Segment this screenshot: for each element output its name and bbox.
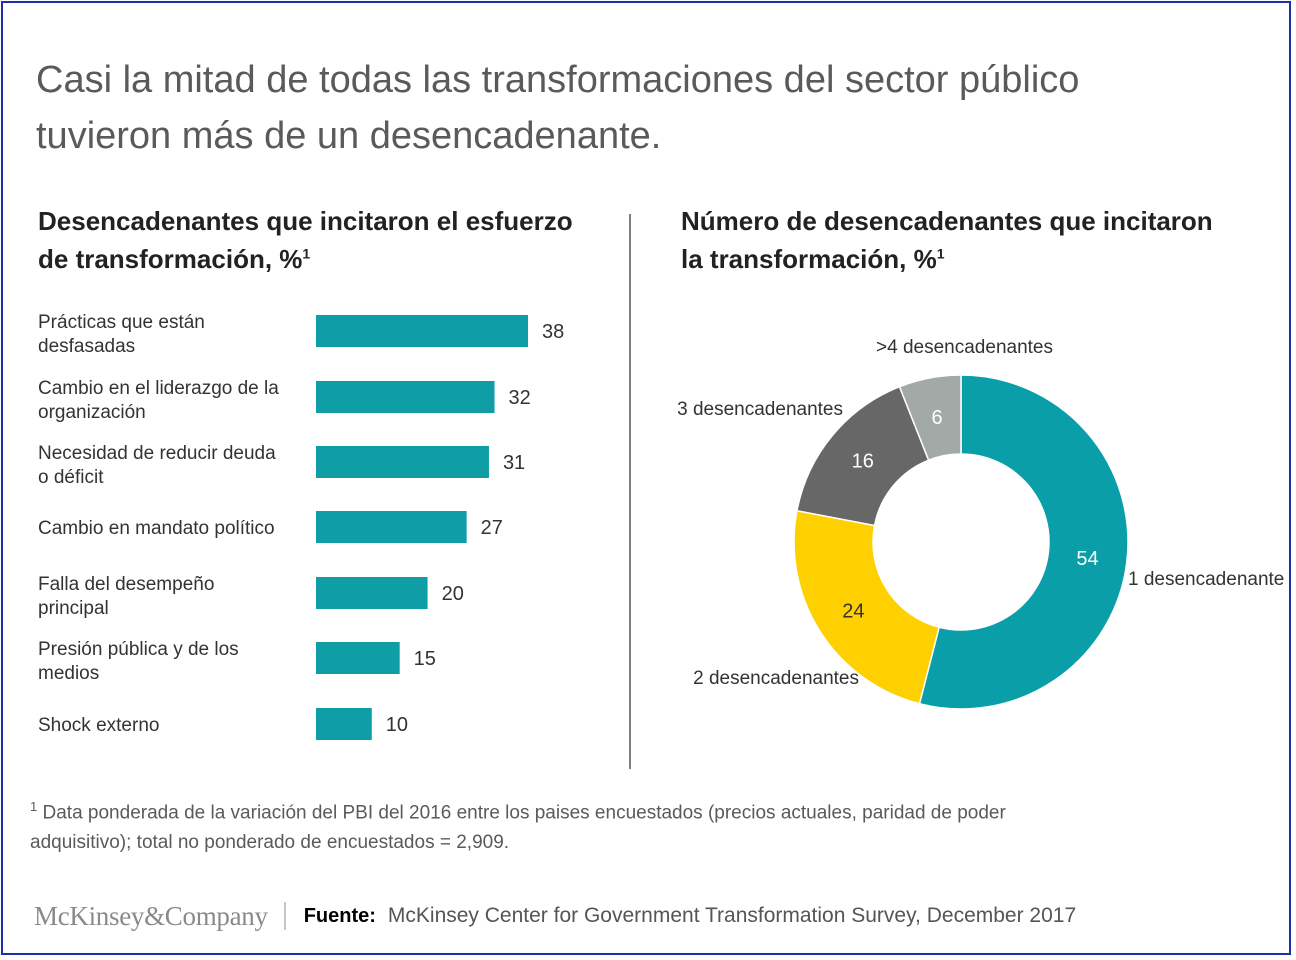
right-panel-title-line-1: Número de desencadenantes que incitaron [681, 206, 1213, 236]
donut-category-label-2: 2 desencadenantes [693, 668, 859, 689]
source-label: Fuente: [303, 904, 376, 927]
slide-title: Casi la mitad de todas las transformacio… [36, 52, 1236, 164]
bar-7 [316, 708, 372, 740]
bar-category-label-3-line-2: o déficit [38, 467, 104, 488]
donut-slice-1 [918, 374, 1129, 710]
footnote-text-line-2: adquisitivo); total no ponderado de encu… [30, 832, 510, 854]
right-panel-title: Número de desencadenantes que incitaron … [681, 202, 1213, 278]
bar-2 [316, 381, 495, 413]
left-panel-title-footnote-marker: 1 [302, 245, 311, 262]
footer-separator [283, 902, 286, 930]
bar-category-label-1-line-1: Prácticas que están [38, 312, 205, 333]
bar-1 [316, 315, 528, 347]
slide-title-line-2: tuvieron más de un desencadenante. [36, 115, 662, 157]
bar-value-label-7: 10 [386, 714, 408, 736]
bar-category-label-2-line-1: Cambio en el liderazgo de la [38, 378, 279, 399]
left-panel-title-line-2: de transformación, % [38, 244, 303, 274]
donut-value-label-3: 16 [852, 451, 874, 473]
bar-category-label-4: Cambio en mandato político [38, 518, 275, 539]
panel-divider [629, 214, 631, 769]
bar-3 [316, 446, 489, 478]
bar-category-label-2-line-2: organización [38, 402, 146, 423]
bar-category-label-3-line-1: Necesidad de reducir deuda [38, 443, 276, 464]
bar-value-label-2: 32 [509, 387, 531, 409]
footnote: 1 Data ponderada de la variación del PBI… [30, 792, 1230, 858]
bar-5 [316, 577, 428, 609]
left-panel-title: Desencadenantes que incitaron el esfuerz… [38, 202, 573, 278]
donut-value-label-4: 6 [932, 407, 943, 429]
bar-chart: 38 Prácticas que están desfasadas 32 Cambio … [38, 312, 564, 740]
footnote-marker: 1 [30, 799, 38, 814]
bar-category-label-6-line-2: medios [38, 663, 99, 684]
source-text: McKinsey Center for Government Transform… [387, 904, 1077, 927]
right-panel-title-footnote-marker: 1 [936, 245, 945, 262]
bar-category-label-5-line-1: Falla del desempeño [38, 574, 214, 595]
footer: McKinsey&Company Fuente: McKinsey Center… [34, 898, 1076, 934]
bar-value-label-5: 20 [442, 583, 464, 605]
donut-value-label-1: 54 [1076, 548, 1098, 570]
mckinsey-logo: McKinsey&Company [34, 900, 268, 931]
bar-value-label-1: 38 [542, 321, 564, 343]
footnote-text: Data ponderada de la variación del PBI d… [42, 802, 1006, 824]
slide-title-line-1: Casi la mitad de todas las transformacio… [36, 59, 1080, 101]
donut-category-label-3: 3 desencadenantes [677, 399, 843, 420]
right-panel-title-line-2: la transformación, % [681, 244, 937, 274]
bar-6 [316, 642, 400, 674]
bar-4 [316, 511, 467, 543]
donut-slice-4 [898, 374, 962, 462]
donut-chart: 54 1 desencadenante 24 2 desencadenantes 16 3… [677, 337, 1284, 710]
donut-value-label-2: 24 [842, 600, 864, 622]
donut-category-label-1: 1 desencadenante [1128, 569, 1284, 590]
bar-category-label-7: Shock externo [38, 715, 159, 736]
bar-category-label-6-line-1: Presión pública y de los [38, 639, 239, 660]
donut-slice-2 [793, 509, 941, 705]
left-panel-title-line-1: Desencadenantes que incitaron el esfuerz… [38, 206, 573, 236]
bar-value-label-3: 31 [503, 452, 525, 474]
bar-value-label-6: 15 [414, 648, 436, 670]
bar-value-label-4: 27 [481, 517, 503, 539]
bar-category-label-1-line-2: desfasadas [38, 336, 135, 357]
donut-category-label-4: >4 desencadenantes [876, 337, 1053, 358]
bar-category-label-5-line-2: principal [38, 598, 109, 619]
